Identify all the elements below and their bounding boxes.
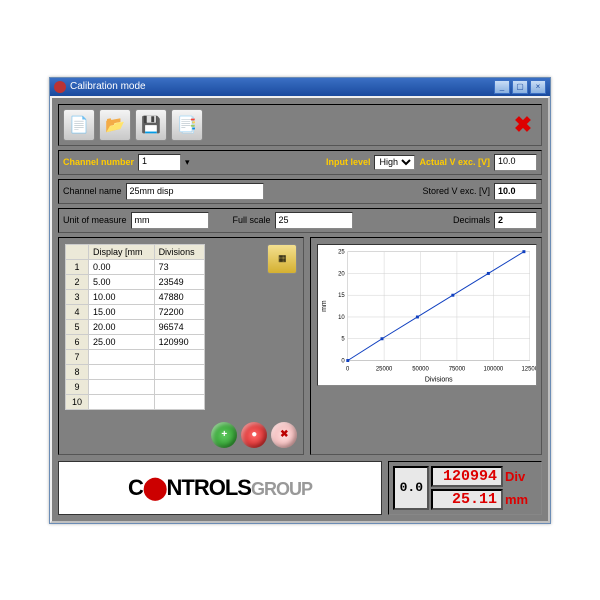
stored-v-input[interactable] (494, 183, 537, 200)
table-row[interactable]: 7 (66, 349, 205, 364)
open-button[interactable]: 📂 (99, 109, 131, 141)
svg-text:0: 0 (342, 358, 346, 364)
window-title: Calibration mode (70, 81, 146, 92)
record-button[interactable]: ● (241, 422, 267, 448)
svg-text:75000: 75000 (449, 366, 466, 372)
svg-text:Divisions: Divisions (425, 376, 453, 383)
actual-v-label: Actual V exc. [V] (419, 157, 490, 167)
add-point-button[interactable]: + (211, 422, 237, 448)
svg-text:5: 5 (342, 336, 346, 342)
svg-text:mm: mm (321, 300, 328, 312)
svg-text:20: 20 (338, 271, 345, 277)
svg-text:15: 15 (338, 293, 345, 299)
decimals-label: Decimals (453, 215, 490, 225)
svg-text:25000: 25000 (376, 366, 393, 372)
offset-display: 0.0 (393, 466, 429, 510)
channel-name-label: Channel name (63, 186, 122, 196)
bottom-row: C⬤NTROLSGROUP 0.0 120994 Div 25.11 mm (58, 461, 542, 515)
round-buttons: + ● ✖ (211, 422, 297, 448)
channel-name-row: Channel name Stored V exc. [V] (58, 179, 542, 204)
input-level-select[interactable]: High (374, 155, 415, 170)
table-row[interactable]: 25.0023549 (66, 274, 205, 289)
decimals-input[interactable] (494, 212, 537, 229)
channel-name-input[interactable] (126, 183, 264, 200)
input-level-label: Input level (326, 157, 371, 167)
table-row[interactable]: 10.0073 (66, 259, 205, 274)
mm-unit-label: mm (505, 489, 537, 510)
window-controls: _ ▢ × (494, 80, 546, 94)
toolbar: 📄 📂 💾 📑 ✖ (58, 104, 542, 146)
calibration-table[interactable]: Display [mmDivisions 10.007325.002354931… (65, 244, 205, 410)
channel-number-row: Channel number 1 ▾ Input level High Actu… (58, 150, 542, 175)
fullscale-input[interactable] (275, 212, 353, 229)
svg-text:0: 0 (346, 366, 350, 372)
table-row[interactable]: 415.0072200 (66, 304, 205, 319)
save-button[interactable]: 💾 (135, 109, 167, 141)
unit-input[interactable] (131, 212, 209, 229)
close-button[interactable]: × (530, 80, 546, 94)
chart-panel: 0250005000075000100000125000510152025Div… (310, 237, 542, 455)
svg-text:100000: 100000 (484, 366, 504, 372)
div-unit-label: Div (505, 466, 537, 487)
fullscale-label: Full scale (233, 215, 271, 225)
svg-text:12500: 12500 (522, 366, 537, 372)
table-row[interactable]: 10 (66, 394, 205, 409)
table-panel: Display [mmDivisions 10.007325.002354931… (58, 237, 304, 455)
delete-button[interactable]: ✖ (271, 422, 297, 448)
sim-chip-button[interactable]: ▦ (267, 244, 297, 274)
maximize-button[interactable]: ▢ (512, 80, 528, 94)
main-frame: 📄 📂 💾 📑 ✖ Channel number 1 ▾ Input level… (50, 96, 550, 523)
table-row[interactable]: 520.0096574 (66, 319, 205, 334)
channel-number-label: Channel number (63, 157, 134, 167)
table-row[interactable]: 625.00120990 (66, 334, 205, 349)
app-icon (54, 81, 66, 93)
channel-number-field[interactable]: 1 (138, 154, 181, 171)
table-row[interactable]: 9 (66, 379, 205, 394)
divisions-display: 120994 (431, 466, 503, 487)
content-row: Display [mmDivisions 10.007325.002354931… (58, 237, 542, 455)
calibration-window: Calibration mode _ ▢ × 📄 📂 💾 📑 ✖ Channel… (49, 77, 551, 524)
minimize-button[interactable]: _ (494, 80, 510, 94)
calibration-chart: 0250005000075000100000125000510152025Div… (317, 244, 537, 386)
svg-text:25: 25 (338, 249, 345, 255)
side-buttons: ▦ (267, 244, 297, 410)
actual-v-field: 10.0 (494, 154, 537, 171)
svg-text:50000: 50000 (413, 366, 430, 372)
table-row[interactable]: 310.0047880 (66, 289, 205, 304)
logo-panel: C⬤NTROLSGROUP (58, 461, 382, 515)
mm-display: 25.11 (431, 489, 503, 510)
table-row[interactable]: 8 (66, 364, 205, 379)
unit-row: Unit of measure Full scale Decimals (58, 208, 542, 233)
export-button[interactable]: 📑 (171, 109, 203, 141)
svg-text:10: 10 (338, 314, 345, 320)
titlebar[interactable]: Calibration mode _ ▢ × (50, 78, 550, 96)
logo-text: C⬤NTROLSGROUP (128, 475, 312, 501)
unit-label: Unit of measure (63, 215, 127, 225)
new-button[interactable]: 📄 (63, 109, 95, 141)
readout-panel: 0.0 120994 Div 25.11 mm (388, 461, 542, 515)
close-x-icon[interactable]: ✖ (509, 111, 537, 139)
stored-v-label: Stored V exc. [V] (422, 186, 490, 196)
